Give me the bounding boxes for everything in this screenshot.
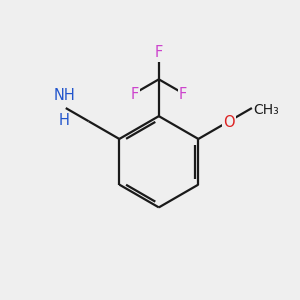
Text: H: H: [59, 113, 70, 128]
Text: NH: NH: [53, 88, 75, 103]
Text: O: O: [223, 115, 235, 130]
Text: F: F: [179, 87, 187, 102]
Text: F: F: [155, 45, 163, 60]
Text: CH₃: CH₃: [254, 103, 279, 116]
Text: F: F: [130, 87, 139, 102]
